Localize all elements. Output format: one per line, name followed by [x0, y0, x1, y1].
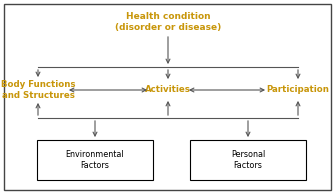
Text: Environmental
Factors: Environmental Factors	[66, 150, 124, 170]
Text: Body Functions
and Structures: Body Functions and Structures	[1, 80, 75, 100]
Bar	[37, 140, 153, 180]
Text: Health condition
(disorder or disease): Health condition (disorder or disease)	[115, 12, 221, 32]
Text: Activities: Activities	[145, 86, 191, 94]
Text: Personal
Factors: Personal Factors	[231, 150, 265, 170]
Bar	[190, 140, 306, 180]
Text: Participation: Participation	[267, 86, 329, 94]
